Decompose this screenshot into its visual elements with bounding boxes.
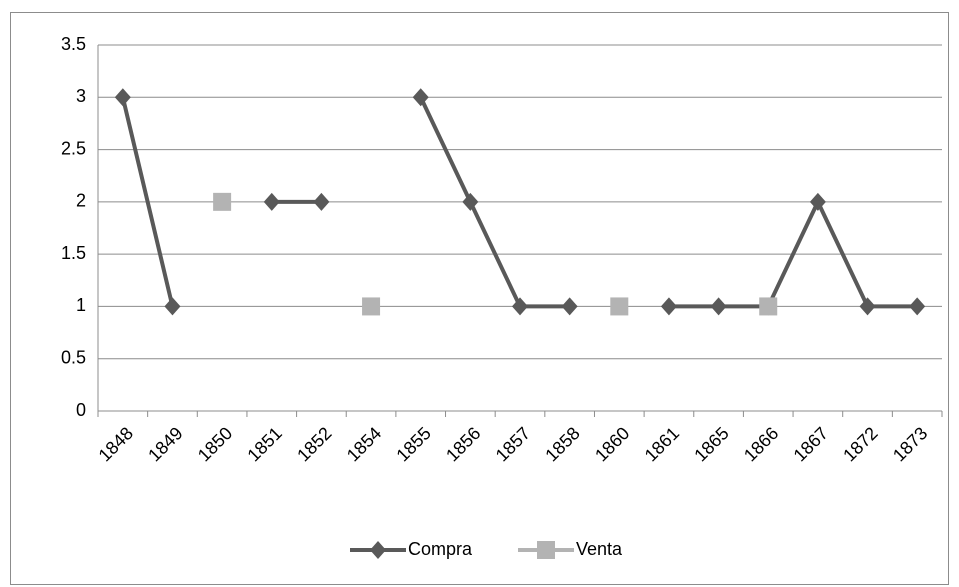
point (213, 192, 232, 211)
chart-frame (10, 12, 949, 585)
legend-marker (370, 541, 386, 559)
y-tick-label: 1 (76, 295, 86, 315)
point (114, 88, 131, 107)
y-tick-label: 0 (76, 400, 86, 420)
point (362, 297, 381, 316)
y-tick-label: 2 (76, 191, 86, 211)
y-tick-label: 2.5 (61, 138, 86, 158)
series-line (120, 96, 918, 309)
point (809, 192, 826, 211)
point (710, 297, 727, 316)
y-tick-label: 1.5 (61, 243, 86, 263)
point (610, 297, 629, 316)
point (412, 88, 429, 107)
y-tick-label: 3 (76, 86, 86, 106)
point (512, 297, 528, 316)
point (859, 297, 876, 316)
legend-label: Compra (408, 539, 473, 559)
point (462, 192, 479, 211)
point (561, 297, 578, 316)
point (263, 192, 280, 211)
point (164, 297, 181, 316)
point (313, 192, 330, 211)
legend-marker (537, 541, 555, 559)
legend-label: Venta (576, 539, 623, 559)
point (909, 297, 926, 316)
point (660, 297, 677, 316)
y-tick-label: 3.5 (61, 34, 86, 54)
y-tick-label: 0.5 (61, 347, 86, 367)
point (759, 297, 778, 316)
